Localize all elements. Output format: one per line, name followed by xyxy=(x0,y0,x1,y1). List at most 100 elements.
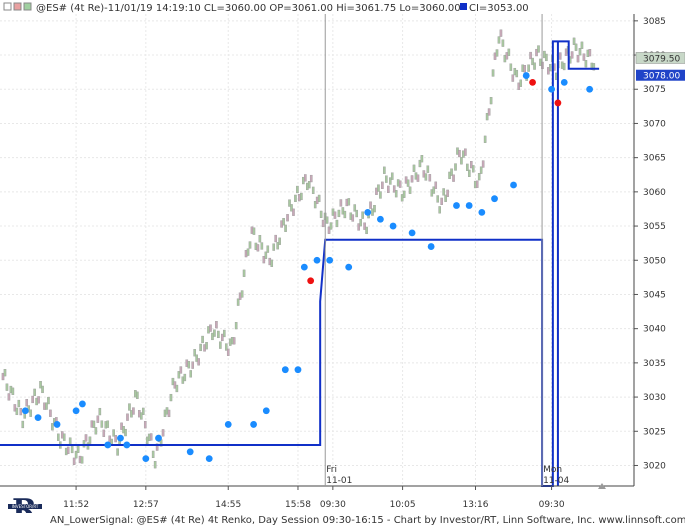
renko-brick xyxy=(460,157,463,165)
renko-brick xyxy=(106,420,110,428)
renko-brick xyxy=(446,189,449,197)
blue-signal-dot xyxy=(548,85,555,93)
renko-brick xyxy=(149,433,153,441)
renko-brick xyxy=(236,298,240,306)
renko-brick xyxy=(284,224,287,232)
renko-brick xyxy=(21,420,25,429)
renko-brick xyxy=(347,198,351,206)
renko-brick xyxy=(420,155,424,163)
renko-brick xyxy=(489,97,493,105)
renko-brick xyxy=(17,399,21,408)
blue-signal-dot xyxy=(408,229,416,237)
renko-brick xyxy=(1,372,5,381)
renko-brick xyxy=(57,433,60,441)
y-tick-label: 3070 xyxy=(643,119,666,129)
renko-brick xyxy=(309,174,313,183)
renko-brick xyxy=(424,173,428,181)
renko-brick xyxy=(248,241,252,249)
last-price-tag xyxy=(635,52,685,64)
renko-brick xyxy=(558,52,562,60)
y-tick-label: 3055 xyxy=(643,222,666,232)
renko-brick xyxy=(321,219,325,228)
x-tick-label: 10:05 xyxy=(390,500,416,510)
renko-brick xyxy=(256,244,260,252)
renko-brick xyxy=(304,174,307,182)
blue-signal-dot xyxy=(300,263,308,271)
y-tick-label: 3060 xyxy=(643,188,666,198)
renko-brick xyxy=(292,208,295,216)
renko-brick xyxy=(15,407,19,416)
renko-brick xyxy=(141,407,145,415)
y-tick-label: 3045 xyxy=(643,290,666,300)
blue-signal-dot xyxy=(104,441,112,449)
renko-brick xyxy=(68,437,72,445)
renko-brick xyxy=(128,403,131,411)
renko-brick xyxy=(94,427,98,435)
renko-brick xyxy=(258,235,262,243)
renko-brick xyxy=(179,366,183,374)
x-tick-label: 14:55 xyxy=(215,500,241,510)
renko-brick xyxy=(339,199,343,207)
renko-brick xyxy=(240,290,244,298)
y-tick-label: 3085 xyxy=(643,17,666,27)
renko-brick xyxy=(412,164,416,172)
renko-brick xyxy=(475,180,479,188)
renko-brick xyxy=(183,373,187,382)
renko-brick xyxy=(388,177,392,185)
renko-brick xyxy=(3,369,7,377)
renko-brick xyxy=(187,361,191,369)
renko-brick xyxy=(260,242,264,250)
blue-signal-dot xyxy=(205,455,213,463)
renko-brick xyxy=(41,385,44,394)
renko-brick xyxy=(189,370,193,378)
session-date-label: 11-04 xyxy=(543,476,569,486)
renko-brick xyxy=(333,211,337,219)
blue-signal-dot xyxy=(491,195,498,203)
renko-brick xyxy=(531,57,534,66)
renko-brick xyxy=(359,219,362,227)
renko-brick xyxy=(470,161,473,169)
y-tick-label: 3040 xyxy=(643,325,666,335)
renko-brick xyxy=(62,433,66,441)
renko-brick xyxy=(406,179,410,187)
renko-brick xyxy=(436,195,440,203)
renko-brick xyxy=(169,393,173,402)
renko-brick xyxy=(270,259,274,267)
renko-brick xyxy=(537,45,540,53)
renko-brick xyxy=(426,165,430,173)
ci-price-label: 3078.00 xyxy=(643,72,680,82)
renko-brick xyxy=(226,348,230,356)
blue-signal-dot xyxy=(326,256,334,264)
renko-brick xyxy=(252,227,256,235)
renko-brick xyxy=(319,210,323,219)
renko-brick xyxy=(49,409,52,417)
renko-brick xyxy=(533,62,536,70)
renko-brick xyxy=(468,169,471,177)
ci-price-tag xyxy=(636,69,685,81)
renko-brick xyxy=(343,210,347,219)
blue-signal-dot xyxy=(79,400,86,408)
blue-signal-dot xyxy=(377,215,384,223)
renko-brick xyxy=(434,181,438,189)
renko-brick xyxy=(151,450,155,459)
renko-brick xyxy=(92,420,96,428)
renko-brick xyxy=(572,37,576,45)
renko-brick xyxy=(209,324,212,332)
blue-signal-dot xyxy=(364,208,372,216)
x-tick-label: 12:57 xyxy=(133,500,159,510)
y-tick-label: 3050 xyxy=(643,256,666,266)
renko-brick xyxy=(116,448,119,456)
renko-brick xyxy=(410,175,414,183)
renko-brick xyxy=(562,62,566,71)
red-signal-dot xyxy=(307,277,315,285)
renko-brick xyxy=(70,445,74,454)
renko-brick xyxy=(102,429,106,437)
renko-brick xyxy=(428,174,432,182)
renko-brick xyxy=(39,381,42,389)
renko-brick xyxy=(438,206,441,214)
blue-signal-dot xyxy=(478,208,486,216)
renko-brick xyxy=(126,413,129,421)
blue-signal-dot xyxy=(560,79,568,86)
renko-brick xyxy=(335,219,339,228)
ci-swatch xyxy=(460,3,467,10)
